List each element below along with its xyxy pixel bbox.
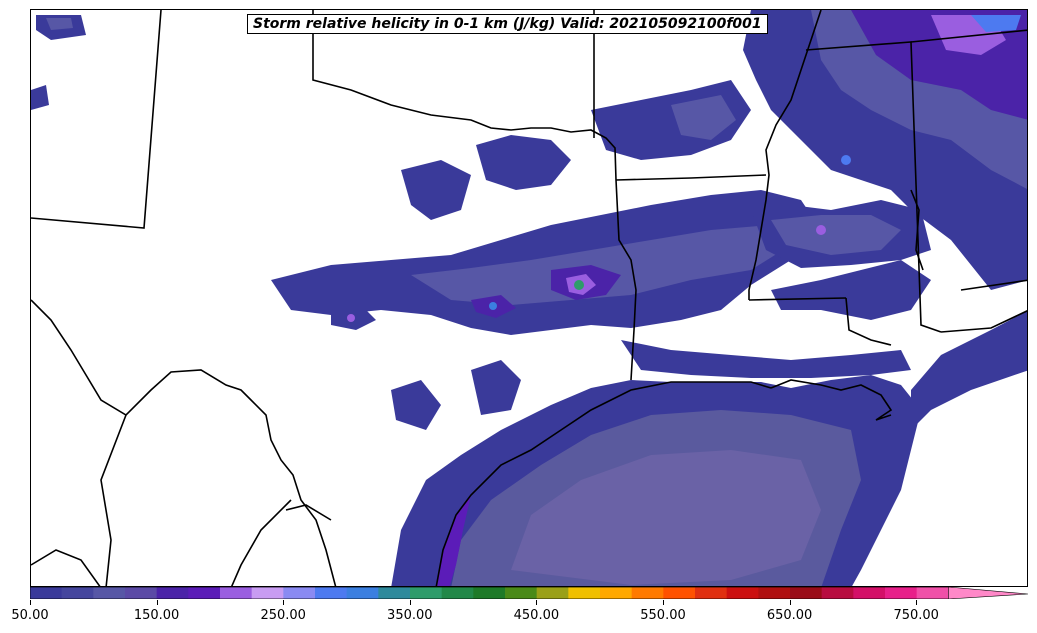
colorbar-segment [663, 587, 696, 599]
colorbar-segment [315, 587, 348, 599]
west-helicity-core [489, 302, 497, 310]
colorbar-segment [441, 587, 474, 599]
mexico-border-2 [100, 414, 127, 586]
mexico-border-5 [285, 504, 332, 521]
colorbar-segment [30, 587, 63, 599]
colorbar-segment [505, 587, 538, 599]
colorbar-ticks: 50.00 150.00 250.00 350.00 450.00 550.00 650.0… [0, 600, 1037, 630]
mississippi-mid [771, 215, 901, 255]
gulf-helicity-core [511, 450, 821, 585]
texas-panhandle-north [31, 10, 162, 229]
colorbar-segment [156, 587, 189, 599]
colorbar-tickmark [156, 600, 158, 605]
louisiana-north [748, 297, 847, 301]
colorbar-segment [188, 587, 221, 599]
central-helicity-mid [411, 225, 791, 305]
colorbar-segment [346, 587, 379, 599]
louisiana-east [845, 297, 892, 346]
colorbar-tick-label: 150.00 [133, 608, 180, 623]
mississippi-peak [816, 225, 826, 235]
mississippi-alabama [805, 41, 942, 333]
colorbar-segment [61, 587, 94, 599]
colorbar-tickmark [30, 600, 31, 605]
northwest-cell-3 [31, 85, 49, 110]
georgia-florida [940, 310, 1027, 333]
colorbar-tick-label: 450.00 [513, 608, 560, 623]
west-texas-border [31, 299, 337, 586]
oklahoma-boundary [312, 10, 617, 181]
texas-louisiana [615, 179, 637, 381]
northeast-helicity-peak-2 [971, 15, 1021, 32]
colorbar-segment [916, 587, 949, 599]
colorbar-tick-label: 650.00 [766, 608, 813, 623]
colorbar-tickmark [409, 600, 411, 605]
colorbar-segment [473, 587, 506, 599]
louisiana-coast [770, 379, 893, 421]
colorbar-segment [125, 587, 158, 599]
mexico-border-4 [31, 549, 101, 586]
colorbar-tickmark [663, 600, 664, 605]
helicity-contours [31, 10, 1027, 586]
colorbar-tickmark [916, 600, 918, 605]
colorbar-tickmark [283, 600, 285, 605]
louisiana-east-region [771, 260, 931, 320]
colorbar-segment [600, 587, 633, 599]
colorbar-segment [790, 587, 823, 599]
map-panel [30, 9, 1028, 587]
mexico-border-3 [230, 499, 292, 586]
colorbar-segment [853, 587, 886, 599]
colorbar-segment [536, 587, 569, 599]
south-texas-cells [391, 380, 441, 430]
colorbar-tick-label: 350.00 [387, 608, 433, 623]
central-helicity-core [574, 280, 584, 290]
oklahoma-cells [476, 135, 571, 190]
northwest-cell-2 [46, 18, 73, 30]
northern-texas-cells [401, 160, 471, 220]
colorbar-tick-label: 550.00 [640, 608, 686, 623]
gulf-coast-strip [621, 340, 911, 378]
colorbar-segment [251, 587, 284, 599]
colorbar-segment [885, 587, 918, 599]
colorbar-tick-label: 250.00 [260, 608, 306, 623]
colorbar-segment [568, 587, 601, 599]
mississippi-river [748, 10, 822, 300]
colorbar-tickmark [789, 600, 791, 605]
colorbar [30, 587, 1028, 599]
colorbar-segment [283, 587, 316, 599]
colorbar-segment [821, 587, 854, 599]
arkansas-south [615, 174, 767, 181]
colorbar-segment [758, 587, 791, 599]
colorbar-segment [695, 587, 728, 599]
colorbar-segment [631, 587, 664, 599]
colorbar-segment [220, 587, 253, 599]
colorbar-tickmark [536, 600, 538, 605]
colorbar-segment [93, 587, 126, 599]
colorbar-tick-label: 50.00 [11, 608, 49, 623]
colorbar-segment [726, 587, 759, 599]
colorbar-extend-arrow [948, 587, 1028, 599]
alabama-peak [841, 155, 851, 165]
colorbar-segment [378, 587, 411, 599]
colorbar-segment [410, 587, 443, 599]
west-texas-cell-core [347, 314, 355, 322]
colorbar-tick-label: 750.00 [893, 608, 939, 623]
florida-panhandle [910, 189, 924, 271]
helicity-map [31, 10, 1027, 586]
map-title: Storm relative helicity in 0-1 km (J/kg)… [247, 14, 768, 34]
alabama-georgia [910, 29, 1027, 43]
state-boundaries [31, 10, 1027, 586]
eastern-helicity-region [911, 311, 1027, 430]
gulf-helicity-purple [436, 495, 471, 586]
east-texas-cells [471, 360, 521, 415]
georgia-line [960, 279, 1027, 291]
texas-coastline [435, 381, 772, 586]
arkansas-mid [671, 95, 736, 140]
